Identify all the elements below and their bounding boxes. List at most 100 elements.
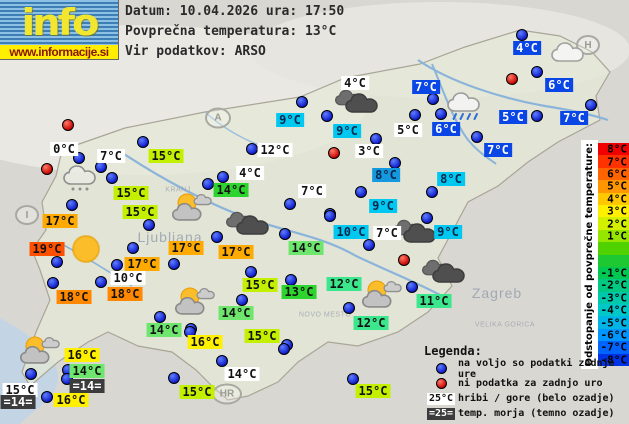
station-dot-recent [516, 29, 528, 41]
station-dot-recent [471, 131, 483, 143]
rain-cloud-icon [444, 90, 484, 124]
temp-label: 12°C [353, 316, 389, 330]
scale-title: Odstopanje od povprečne temperature: [584, 142, 595, 367]
station-dot-recent [355, 186, 367, 198]
logo-banner: info [0, 0, 118, 45]
station-dot-recent [245, 266, 257, 278]
station-dot-recent [585, 99, 597, 111]
temp-label: 7°C [484, 143, 512, 157]
scale-segment: 8°C [598, 142, 629, 156]
legend-red-dot-icon [424, 378, 458, 389]
station-dot-recent [363, 239, 375, 251]
scale-segment-label: -4°C [600, 303, 628, 317]
logo-url-strip: www.informacije.si [0, 45, 118, 59]
temp-label: 10°C [333, 225, 369, 239]
scale-segment-label: 7°C [607, 155, 627, 169]
temp-label: 3°C [355, 144, 383, 158]
temp-label: 14°C [213, 183, 249, 197]
temp-label: 18°C [107, 287, 143, 301]
scale-segment: -4°C [598, 303, 629, 317]
temp-label: =14= [0, 395, 36, 409]
station-dot-no-data [398, 254, 410, 266]
station-dot-recent [168, 372, 180, 384]
station-dot-recent [347, 373, 359, 385]
temp-label: 13°C [281, 285, 317, 299]
site-logo[interactable]: info www.informacije.si [0, 0, 119, 60]
sun-cloud-icon [355, 278, 403, 312]
scale-segment-label: 2°C [607, 217, 627, 231]
temp-label: 7°C [298, 184, 326, 198]
scale-segment-label: -8°C [600, 353, 628, 367]
temp-label: 17°C [168, 241, 204, 255]
temp-label: 7°C [412, 80, 440, 94]
station-dot-recent [143, 219, 155, 231]
temp-label: 7°C [373, 226, 401, 240]
temp-label: 6°C [545, 78, 573, 92]
scale-segment: 4°C [598, 192, 629, 205]
temp-label: 14°C [288, 241, 324, 255]
legend-item: na voljo so podatki zadnje ure [424, 358, 629, 380]
scale-segment: 1°C [598, 229, 629, 243]
station-dot-recent [324, 210, 336, 222]
station-dot-recent [246, 143, 258, 155]
scale-segment: -1°C [598, 267, 629, 280]
temp-label: 7°C [560, 111, 588, 125]
sun-cloud-icon [168, 285, 216, 319]
scale-segment: 3°C [598, 204, 629, 218]
station-dot-recent [426, 186, 438, 198]
temp-label: 15°C [355, 384, 391, 398]
temp-label: 16°C [187, 335, 223, 349]
scale-segment-label: 3°C [607, 204, 627, 218]
legend-items: na voljo so podatki zadnje ure ni podatka… [424, 358, 629, 421]
temp-label: 4°C [341, 76, 369, 90]
station-dot-recent [236, 294, 248, 306]
station-dot-recent [406, 281, 418, 293]
legend-white-chip: 25°C [426, 392, 456, 405]
legend-blue-dot-icon [424, 363, 458, 374]
legend-item: ni podatka za zadnjo uro [424, 376, 629, 391]
temp-label: 4°C [236, 166, 264, 180]
temp-label: 12°C [326, 277, 362, 291]
scale-segment: -6°C [598, 329, 629, 342]
temp-label: 9°C [276, 113, 304, 127]
scale-segment: 5°C [598, 180, 629, 193]
temp-label: 18°C [56, 290, 92, 304]
header-average-temperature: Povprečna temperatura: 13°C [125, 24, 337, 39]
temp-label: 16°C [64, 348, 100, 362]
scale-segment: -5°C [598, 316, 629, 330]
station-dot-recent [95, 276, 107, 288]
legend-dark-chip: =25= [426, 407, 456, 420]
temp-label: 9°C [369, 199, 397, 213]
temp-label: 11°C [416, 294, 452, 308]
scale-segment-label: 8°C [607, 142, 627, 156]
temp-label: 19°C [29, 242, 65, 256]
white-cloud-icon [549, 39, 585, 65]
station-dot-recent [168, 258, 180, 270]
temp-label: 8°C [437, 172, 465, 186]
sun-cloud-icon [13, 334, 61, 368]
scale-segment-label: -5°C [600, 316, 628, 330]
legend-item-text: hribi / gore (belo ozadje) [458, 393, 615, 404]
temp-label: 16°C [53, 393, 89, 407]
legend: Legenda: na voljo so podatki zadnje ure n… [424, 344, 629, 421]
temp-label: 8°C [372, 168, 400, 182]
temp-label: 15°C [122, 205, 158, 219]
temp-label: 10°C [110, 271, 146, 285]
station-dot-recent [216, 355, 228, 367]
station-dot-recent [25, 368, 37, 380]
scale-segment: -8°C [598, 353, 629, 367]
station-dot-recent [111, 259, 123, 271]
station-dot-recent [202, 178, 214, 190]
legend-title: Legenda: [424, 344, 482, 358]
temp-label: 9°C [434, 225, 462, 239]
station-dot-recent [106, 172, 118, 184]
scale-segment-label: 6°C [607, 167, 627, 181]
scale-segment: -7°C [598, 341, 629, 354]
scale-segment-label: 1°C [607, 229, 627, 243]
station-dot-recent [217, 171, 229, 183]
dark-cloud-icon [420, 257, 466, 287]
station-dot-recent [296, 96, 308, 108]
